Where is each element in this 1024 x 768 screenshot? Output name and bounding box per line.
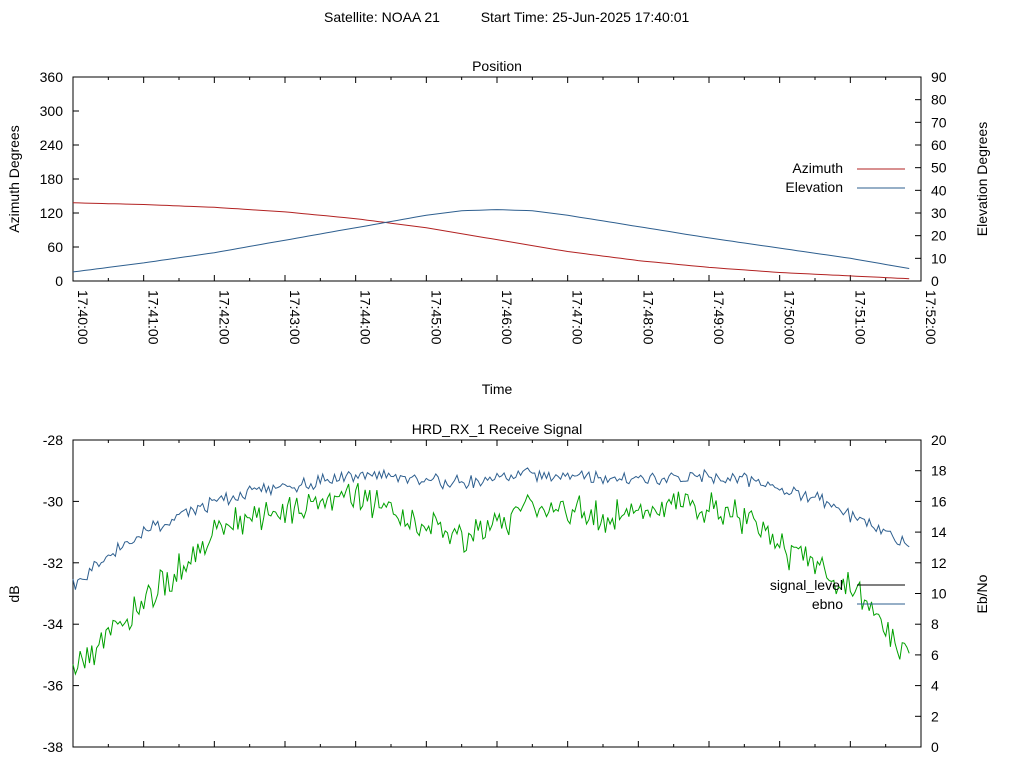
- position-x-tick-label: 17:45:00: [428, 290, 444, 345]
- signal-y-label: dB: [6, 585, 22, 602]
- position-y-tick-label: 0: [55, 273, 63, 289]
- signal-legend: signal_level ebno: [770, 577, 905, 612]
- signal-plot-frame: [72, 439, 922, 748]
- signal-y-tick-label: -36: [43, 678, 63, 694]
- signal-y2-tick-label: 8: [931, 616, 939, 632]
- series-line-signal-level: [72, 483, 910, 676]
- position-y2-tick-label: 20: [931, 228, 947, 244]
- position-x-tick-label: 17:48:00: [640, 290, 656, 345]
- signal-y2-label: Eb/No: [974, 574, 990, 613]
- series-line-azimuth: [72, 202, 910, 280]
- signal-y-ticks: -38 -36 -34 -32 -30 -28: [43, 432, 79, 755]
- receive-signal-chart: HRD_RX_1 Receive Signal dB Eb/No -38-36-…: [6, 421, 990, 755]
- signal-y2-tick-label: 2: [931, 708, 939, 724]
- position-y-tick-label: 180: [40, 171, 64, 187]
- signal-y-tick-label: -38: [43, 739, 63, 755]
- position-y2-label: Elevation Degrees: [974, 122, 990, 236]
- position-x-tick-label: 17:50:00: [782, 290, 798, 345]
- position-y-tick-label: 60: [47, 239, 63, 255]
- satellite-label: Satellite: NOAA 21: [324, 9, 440, 25]
- position-title: Position: [472, 58, 522, 74]
- signal-y2-tick-label: 20: [931, 432, 947, 448]
- position-y2-tick-label: 10: [931, 250, 947, 266]
- position-x-label: Time: [482, 381, 513, 397]
- signal-y-tick-label: -34: [43, 616, 63, 632]
- position-x-tick-label: 17:43:00: [287, 290, 303, 345]
- legend-label-signal-level: signal_level: [770, 577, 843, 593]
- position-y2-tick-label: 40: [931, 182, 947, 198]
- signal-x-ticks: [72, 440, 922, 747]
- position-y2-tick-label: 70: [931, 114, 947, 130]
- position-x-tick-label: 17:44:00: [358, 290, 374, 345]
- series-line-ebno: [72, 467, 910, 590]
- position-x-tick-label: 17:49:00: [711, 290, 727, 345]
- legend-label-elevation: Elevation: [785, 179, 843, 195]
- position-y-tick-label: 360: [40, 69, 64, 85]
- signal-y2-tick-label: 10: [931, 586, 947, 602]
- position-y2-tick-label: 0: [931, 273, 939, 289]
- signal-y2-tick-label: 12: [931, 555, 947, 571]
- signal-y-tick-label: -32: [43, 555, 63, 571]
- series-line-elevation: [72, 209, 910, 273]
- position-y2-tick-label: 60: [931, 137, 947, 153]
- position-y-label: Azimuth Degrees: [6, 125, 22, 232]
- signal-y2-tick-label: 14: [931, 524, 947, 540]
- signal-y-tick-label: -28: [43, 432, 63, 448]
- signal-y2-tick-label: 16: [931, 493, 947, 509]
- legend-label-ebno: ebno: [812, 596, 843, 612]
- signal-y2-tick-label: 0: [931, 739, 939, 755]
- position-y-tick-label: 120: [40, 205, 64, 221]
- position-x-tick-label: 17:41:00: [146, 290, 162, 345]
- position-x-tick-label: 17:46:00: [499, 290, 515, 345]
- position-x-tick-label: 17:51:00: [852, 290, 868, 345]
- position-y-tick-label: 240: [40, 137, 64, 153]
- position-x-tick-label: 17:52:00: [923, 290, 939, 345]
- position-series: [72, 202, 910, 280]
- signal-y2-tick-label: 6: [931, 647, 939, 663]
- position-y2-tick-label: 50: [931, 160, 947, 176]
- signal-y2-ticks: 0 2 4 6 8 10 12 14 16 18 20: [915, 432, 947, 755]
- position-y2-tick-label: 90: [931, 69, 947, 85]
- signal-y2-tick-label: 4: [931, 678, 939, 694]
- position-y2-tick-label: 30: [931, 205, 947, 221]
- position-x-tick-label: 17:40:00: [75, 290, 91, 345]
- signal-title: HRD_RX_1 Receive Signal: [412, 421, 582, 437]
- signal-series: [72, 467, 910, 676]
- position-y2-ticks: 0 10 20 30 40 50 60 70 80 90: [915, 69, 947, 289]
- position-x-ticks: 17:40:00 17:41:00 17:42:00 17:43:00 17:44:00…: [72, 77, 939, 345]
- position-chart: Position Azimuth Degrees Elevation Degre…: [6, 58, 990, 397]
- position-x-tick-label: 17:42:00: [216, 290, 232, 345]
- position-y2-tick-label: 80: [931, 92, 947, 108]
- signal-y-tick-label: -30: [43, 493, 63, 509]
- position-y-tick-label: 300: [40, 103, 64, 119]
- start-time-label: Start Time: 25-Jun-2025 17:40:01: [481, 9, 690, 25]
- position-x-tick-label: 17:47:00: [570, 290, 586, 345]
- position-legend: Azimuth Elevation: [785, 160, 905, 195]
- position-y-ticks: 0 60 120 180 240 300 360: [40, 69, 79, 289]
- legend-label-azimuth: Azimuth: [792, 160, 843, 176]
- signal-y2-tick-label: 18: [931, 463, 947, 479]
